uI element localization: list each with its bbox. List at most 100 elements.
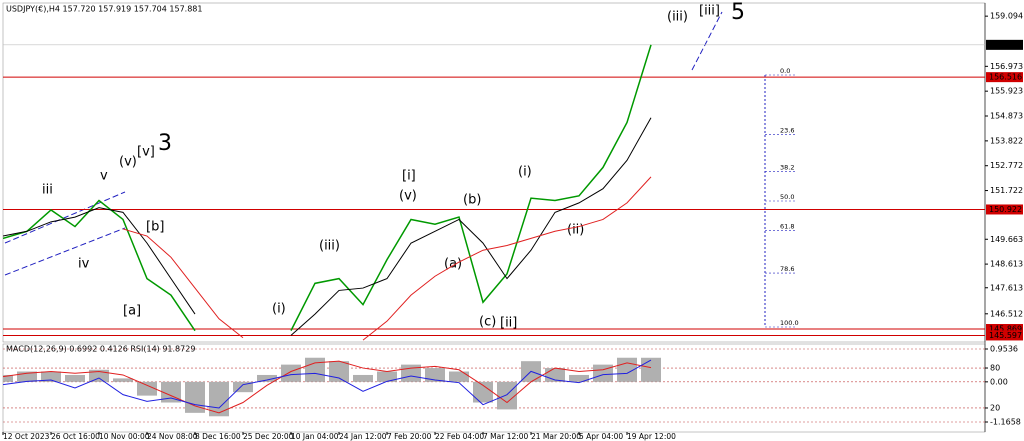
macd-bar: [65, 374, 85, 382]
wave-label: (c): [479, 315, 496, 330]
wave-label: [i]: [402, 169, 416, 184]
macd-bar: [89, 369, 109, 382]
y-tick-label: 0.9536: [990, 345, 1018, 354]
price-box: [986, 330, 1023, 341]
moving-average: [3, 117, 652, 336]
wave-label: iv: [78, 257, 90, 272]
fib-label: 100.0: [780, 319, 799, 327]
price-box: [986, 204, 1023, 215]
wave-label: (v): [119, 155, 137, 170]
macd-bar: [473, 381, 493, 403]
y-tick-label: 149.663: [990, 235, 1023, 244]
price-box-label: 145.597: [989, 331, 1022, 340]
wave-label: [iii]: [699, 4, 720, 19]
x-tick-label: 21 Mar 20:00: [531, 432, 581, 441]
macd-bar: [305, 357, 325, 382]
fib-label: 38.2: [780, 163, 794, 171]
macd-bar: [377, 371, 397, 382]
wave-label: (iii): [667, 10, 688, 25]
wave-label: 3: [158, 131, 172, 156]
x-tick-label: 8 Dec 16:00: [195, 432, 241, 441]
wave-labels: iii v iv (v) [v] 3 [b] [a] (i) (iii) [i]…: [42, 0, 745, 331]
last-price-box: [986, 39, 1023, 50]
moving-average: [122, 176, 652, 341]
macd-bar: [3, 374, 13, 382]
x-tick-label: 24 Nov 08:00: [147, 432, 198, 441]
x-tick-label: 25 Dec 20:00: [243, 432, 294, 441]
macd-bar: [353, 374, 373, 382]
y-tick-label: 148.613: [990, 260, 1023, 269]
y-tick-label: 152.772: [990, 161, 1023, 170]
y-tick-label: -1.1658: [990, 418, 1021, 427]
y-tick-label: 0.00: [990, 377, 1008, 386]
x-tick-label: 7 Mar 12:00: [483, 432, 529, 441]
macd-bar: [113, 378, 133, 382]
x-tick-label: 5 Apr 04:00: [579, 432, 623, 441]
wave-label: [v]: [137, 145, 155, 160]
x-tick-label: 26 Oct 16:00: [51, 432, 100, 441]
macd-bar: [137, 381, 157, 396]
price-line: [3, 44, 652, 332]
wave-label: v: [100, 169, 108, 184]
macd-bar: [233, 381, 253, 393]
y2-tick-label: 20: [990, 403, 1000, 412]
price-box: [986, 72, 1023, 83]
wave-label: [ii]: [500, 316, 517, 331]
macd-bar: [641, 357, 661, 382]
macd-bar: [41, 371, 61, 382]
macd-bar: [497, 381, 517, 410]
y-tick-label: 159.094: [990, 12, 1023, 21]
wave-label: (v): [399, 189, 417, 204]
rsi-line: [3, 359, 652, 409]
x-tick-label: 12 Oct 2023: [3, 432, 50, 441]
wave-label: (ii): [567, 223, 584, 238]
wave-label: (b): [463, 193, 481, 208]
y-tick-label: 153.822: [990, 136, 1023, 145]
wave-label: [a]: [123, 304, 141, 319]
y2-tick-label: 80: [990, 364, 1000, 373]
y-tick-label: 155.923: [990, 87, 1023, 96]
macd-bar: [569, 374, 589, 382]
wave-label: (i): [272, 302, 286, 317]
macd-bar: [593, 364, 613, 382]
x-tick-label: 10 Nov 00:00: [99, 432, 150, 441]
trend-line: [691, 11, 723, 71]
fib-label: 0.0: [780, 67, 790, 75]
price-box-label: 156.516: [989, 73, 1022, 82]
wave-label: 5: [731, 0, 745, 25]
macd-bar: [329, 361, 349, 382]
x-tick-label: 19 Apr 12:00: [627, 432, 676, 441]
wave-label: [b]: [146, 220, 164, 235]
channel-line: [4, 227, 126, 276]
signal-line: [3, 360, 652, 414]
macd-bar: [449, 371, 469, 382]
fib-label: 23.6: [780, 126, 794, 134]
y-tick-label: 151.722: [990, 186, 1023, 195]
x-tick-label: 10 Jan 04:00: [291, 432, 339, 441]
macd-bar: [257, 374, 277, 382]
x-tick-label: 7 Feb 20:00: [387, 432, 432, 441]
y-tick-label: 154.873: [990, 112, 1023, 121]
price-box: [986, 324, 1023, 335]
price-box-label: 150.922: [989, 205, 1022, 214]
macd-bar: [17, 371, 37, 382]
macd-bar: [425, 368, 445, 382]
wave-label: (iii): [319, 239, 340, 254]
x-tick-label: 24 Jan 12:00: [339, 432, 387, 441]
y-tick-label: 156.973: [990, 62, 1023, 71]
channel-line: [4, 191, 126, 244]
y-tick-label: 147.613: [990, 283, 1023, 292]
wave-label: iii: [42, 183, 53, 198]
fib-label: 61.8: [780, 223, 794, 231]
chart-title: USDJPY(€),H4 157.720 157.919 157.704 157…: [6, 5, 202, 14]
fib-label: 50.0: [780, 193, 794, 201]
x-tick-label: 22 Feb 04:00: [435, 432, 484, 441]
last-price-label: 157.881: [989, 40, 1022, 49]
price-box-label: 145.869: [989, 325, 1022, 334]
fib-label: 78.6: [780, 265, 794, 273]
y-tick-label: 146.512: [990, 309, 1023, 318]
wave-label: (i): [518, 165, 532, 180]
macd-bar: [281, 364, 301, 382]
